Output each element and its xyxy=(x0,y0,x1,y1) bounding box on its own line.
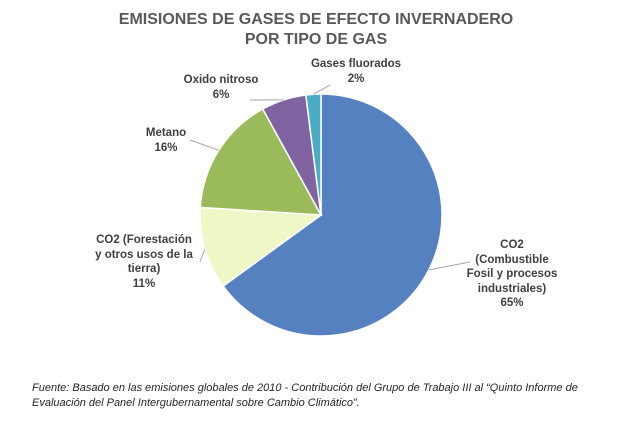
chart-title-line-1: EMISIONES DE GASES DE EFECTO INVERNADERO xyxy=(118,11,514,28)
chart-title-line-2: POR TIPO DE GAS xyxy=(244,31,388,48)
leader-co2-fossil xyxy=(428,261,471,271)
leader-co2-forestry xyxy=(199,248,206,263)
label-co2-fossil: CO2 (Combustible Fosil y procesos indust… xyxy=(466,239,558,309)
leader-metano xyxy=(189,139,219,151)
leader-gases-fluorados xyxy=(313,84,331,95)
label-oxido-nitroso: Oxido nitroso 6% xyxy=(183,74,259,101)
slice-co2-forestry xyxy=(199,206,324,288)
pie-chart xyxy=(189,84,471,337)
slice-metano xyxy=(199,107,323,216)
label-metano: Metano 16% xyxy=(145,127,187,154)
chart-title: EMISIONES DE GASES DE EFECTO INVERNADERO… xyxy=(0,10,632,50)
label-gases-fluorados: Gases fluorados 2% xyxy=(310,58,402,85)
slice-gases-fluorados xyxy=(304,93,322,216)
source-note: Fuente: Basado en las emisiones globales… xyxy=(32,382,578,409)
label-co2-forestry: CO2 (Forestación y otros usos de la tier… xyxy=(95,234,193,290)
